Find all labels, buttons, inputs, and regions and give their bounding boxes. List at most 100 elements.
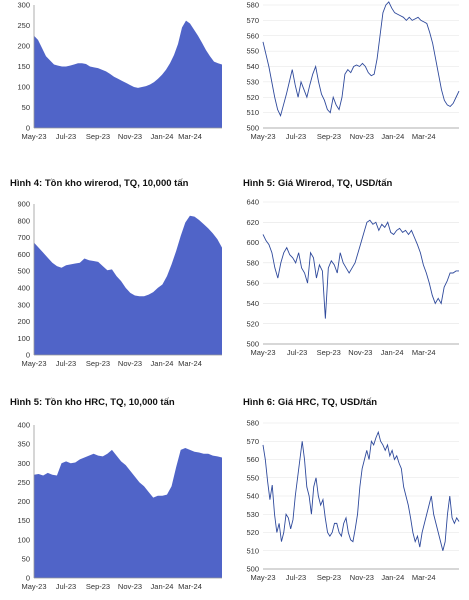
x-tick-label: May-23	[21, 132, 46, 141]
chart-panel-4: Hình 5: Giá Wirerod, TQ, USD/tấn 500 520 5…	[235, 176, 469, 376]
chart-panel-2: 500 510 520 530 540 550 560 570 580 May-23 Jul-23 S…	[235, 0, 469, 160]
x-tick-label: Jan-24	[151, 359, 174, 368]
y-tick-label: 500	[246, 124, 259, 133]
x-tick-label: Mar-24	[412, 348, 436, 357]
x-tick-label: Nov-23	[348, 348, 372, 357]
y-tick-label: 200	[17, 42, 30, 51]
x-tick-label: Sep-23	[317, 132, 341, 141]
y-tick-label: 510	[246, 546, 259, 555]
y-tick-label: 150	[17, 516, 30, 525]
x-tick-label: Mar-24	[412, 573, 436, 582]
x-tick-label: May-23	[250, 573, 275, 582]
x-tick-label: Jan-24	[381, 573, 404, 582]
x-tick-label: Jan-24	[381, 348, 404, 357]
y-tick-label: 700	[17, 233, 30, 242]
y-tick-label: 560	[246, 455, 259, 464]
chart-title-3: Hình 4: Tồn kho wirerod, TQ, 10,000 tấn	[10, 178, 189, 189]
y-tick-label: 0	[26, 124, 30, 133]
x-tick-label: Jan-24	[151, 582, 174, 591]
x-tick-label: Nov-23	[118, 582, 142, 591]
y-tick-label: 100	[17, 334, 30, 343]
y-tick-label: 300	[17, 300, 30, 309]
y-tick-label: 400	[17, 283, 30, 292]
x-tick-label: Sep-23	[317, 348, 341, 357]
y-tick-label: 500	[246, 565, 259, 574]
y-tick-label: 570	[246, 16, 259, 25]
y-tick-label: 540	[246, 299, 259, 308]
x-tick-label: May-23	[21, 582, 46, 591]
y-tick-label: 250	[17, 21, 30, 30]
y-tick-label: 540	[246, 492, 259, 501]
chart-3: 0 100 200 300 400 500 600 700 800 900 May-23 Jul-23…	[17, 200, 222, 368]
y-tick-label: 510	[246, 108, 259, 117]
y-tick-label: 300	[17, 1, 30, 10]
x-tick-label: Mar-24	[178, 582, 202, 591]
y-tick-label: 600	[17, 250, 30, 259]
y-tick-label: 640	[246, 198, 259, 207]
x-tick-label: Jul-23	[287, 348, 307, 357]
y-tick-label: 350	[17, 440, 30, 449]
y-tick-label: 520	[246, 93, 259, 102]
y-tick-label: 560	[246, 31, 259, 40]
x-tick-label: Sep-23	[317, 573, 341, 582]
y-tick-label: 800	[17, 216, 30, 225]
y-tick-label: 300	[17, 459, 30, 468]
chart-panel-5: Hình 5: Tồn kho HRC, TQ, 10,000 tấn 0 50 1…	[0, 395, 234, 600]
area-series	[34, 215, 222, 355]
y-tick-label: 250	[17, 478, 30, 487]
x-tick-label: Jan-24	[151, 132, 174, 141]
y-tick-label: 620	[246, 218, 259, 227]
x-tick-label: Mar-24	[178, 132, 202, 141]
y-tick-label: 560	[246, 279, 259, 288]
y-tick-label: 100	[17, 535, 30, 544]
y-tick-label: 520	[246, 528, 259, 537]
y-tick-label: 530	[246, 77, 259, 86]
chart-5: 0 50 100 150 200 250 300 350 400 May-23 Jul-23 Sep-…	[17, 421, 222, 591]
x-tick-label: Jul-23	[56, 132, 76, 141]
chart-4: 500 520 540 560 580 600 620 640 May-23 Jul-23 Sep-…	[246, 198, 459, 357]
chart-panel-3: Hình 4: Tồn kho wirerod, TQ, 10,000 tấn …	[0, 176, 234, 376]
y-tick-label: 540	[246, 62, 259, 71]
x-tick-label: Nov-23	[350, 573, 374, 582]
y-tick-label: 400	[17, 421, 30, 430]
y-tick-label: 570	[246, 437, 259, 446]
area-series	[34, 20, 222, 128]
line-series	[262, 219, 459, 319]
y-tick-label: 50	[22, 554, 30, 563]
y-tick-label: 550	[246, 473, 259, 482]
x-tick-label: Sep-23	[86, 582, 110, 591]
chart-panel-1: 0 50 100 150 200 250 300 May-23 Jul-23 Sep-23 Nov-…	[0, 0, 234, 160]
x-tick-label: Jul-23	[56, 359, 76, 368]
x-tick-label: May-23	[21, 359, 46, 368]
chart-title-6: Hình 6: Giá HRC, TQ, USD/tấn	[243, 397, 378, 408]
x-tick-label: May-23	[250, 348, 275, 357]
y-tick-label: 900	[17, 200, 30, 209]
x-tick-label: Jul-23	[286, 573, 306, 582]
x-tick-label: Nov-23	[118, 132, 142, 141]
y-tick-label: 520	[246, 319, 259, 328]
chart-1: 0 50 100 150 200 250 300 May-23 Jul-23 Sep-23 Nov-…	[17, 1, 222, 141]
x-tick-label: Sep-23	[86, 132, 110, 141]
x-tick-label: Jan-24	[381, 132, 404, 141]
line-series	[262, 1, 460, 117]
y-tick-label: 530	[246, 510, 259, 519]
chart-title-5: Hình 5: Tồn kho HRC, TQ, 10,000 tấn	[10, 397, 175, 408]
x-tick-label: Mar-24	[412, 132, 436, 141]
area-series	[34, 447, 222, 578]
line-series	[262, 430, 460, 551]
chart-2: 500 510 520 530 540 550 560 570 580 May-23 Jul-23 S…	[246, 1, 460, 141]
y-tick-label: 550	[246, 47, 259, 56]
x-tick-label: Jul-23	[56, 582, 76, 591]
y-tick-label: 100	[17, 83, 30, 92]
x-tick-label: Sep-23	[86, 359, 110, 368]
y-tick-label: 600	[246, 238, 259, 247]
x-tick-label: Nov-23	[350, 132, 374, 141]
y-tick-label: 0	[26, 574, 30, 583]
chart-panel-6: Hình 6: Giá HRC, TQ, USD/tấn 500 510 520 53…	[235, 395, 469, 600]
y-tick-label: 500	[246, 340, 259, 349]
y-tick-label: 580	[246, 419, 259, 428]
y-tick-label: 0	[26, 351, 30, 360]
y-tick-label: 150	[17, 62, 30, 71]
x-tick-label: Jul-23	[286, 132, 306, 141]
y-tick-label: 580	[246, 258, 259, 267]
